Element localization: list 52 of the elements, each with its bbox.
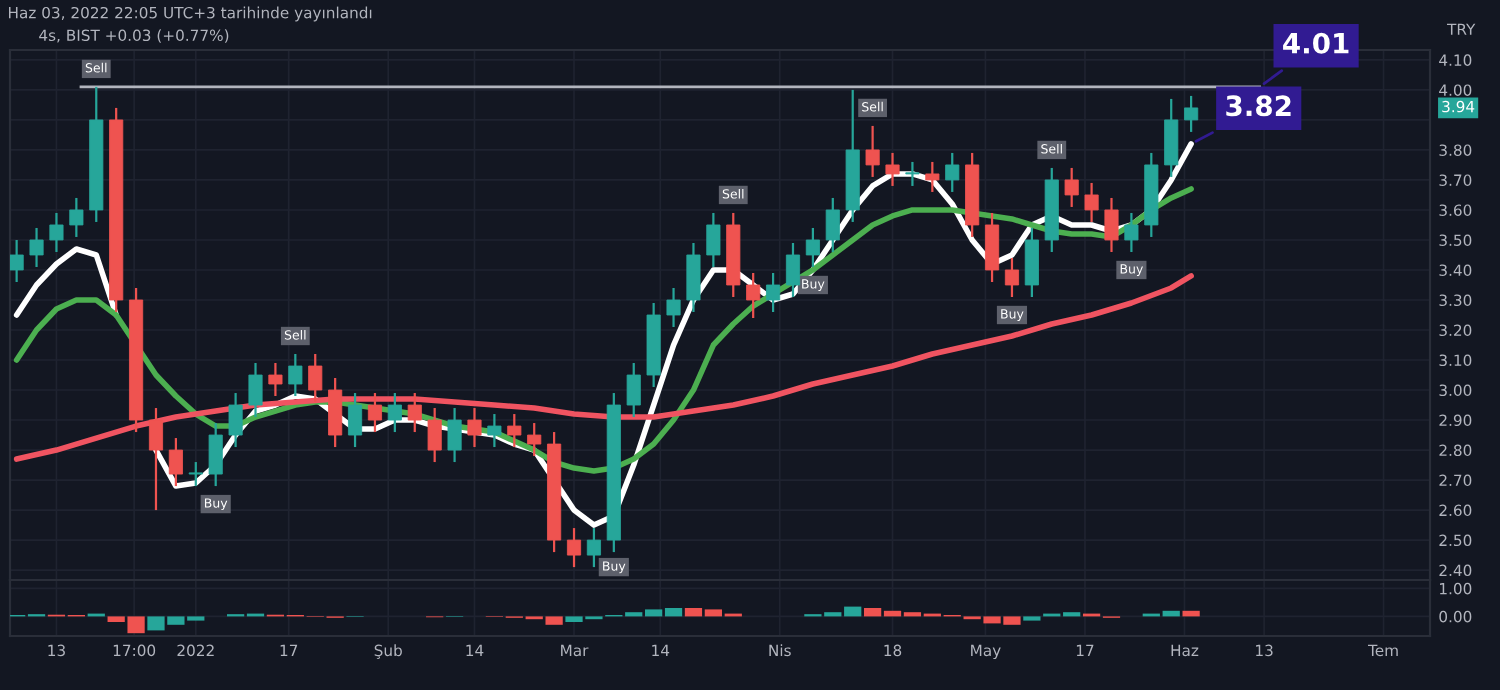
- candlestick: [467, 406, 482, 449]
- candlestick: [1164, 97, 1179, 179]
- candlestick: [427, 406, 442, 464]
- candlestick: [49, 211, 64, 254]
- candlestick: [925, 160, 940, 194]
- candlestick: [288, 352, 303, 398]
- candlestick: [1184, 94, 1199, 134]
- candlestick: [586, 526, 601, 569]
- candlestick: [407, 391, 422, 434]
- candlestick: [706, 211, 721, 269]
- candlestick: [248, 361, 263, 419]
- candlestick: [447, 406, 462, 464]
- candlestick: [885, 151, 900, 188]
- candlestick: [766, 271, 781, 314]
- candlestick: [387, 391, 402, 434]
- candlestick: [1024, 226, 1039, 299]
- candlestick: [69, 196, 84, 239]
- candlestick: [746, 271, 761, 320]
- candlestick: [1084, 181, 1099, 224]
- candlestick: [148, 406, 164, 512]
- candlestick: [805, 226, 820, 269]
- candlestick: [208, 421, 223, 488]
- candlestick: [367, 391, 383, 434]
- candlestick: [527, 421, 542, 458]
- annotation: 3.82: [1226, 95, 1291, 117]
- candlestick: [29, 226, 44, 269]
- candlestick: [347, 391, 363, 449]
- candlestick: [825, 196, 840, 254]
- candlestick: [1004, 256, 1020, 299]
- candlestick: [1104, 196, 1119, 254]
- candlestick: [666, 286, 681, 329]
- candlestick: [308, 352, 323, 404]
- candlestick: [905, 160, 920, 188]
- candlestick: [1064, 166, 1079, 209]
- candlestick: [328, 376, 343, 449]
- candlestick: [686, 241, 701, 314]
- candlestick: [865, 124, 880, 179]
- line-series: [13, 273, 1194, 462]
- ref-line-label: 4.01: [1283, 32, 1349, 54]
- candlestick: [945, 151, 960, 194]
- candlestick: [1124, 211, 1139, 254]
- candlestick: [268, 361, 283, 398]
- candlestick: [188, 460, 203, 488]
- candlestick: [566, 526, 582, 569]
- candlestick: [785, 241, 801, 299]
- candlestick: [507, 412, 522, 449]
- candlestick: [487, 412, 502, 449]
- candlestick: [228, 391, 243, 449]
- candlestick: [10, 238, 24, 284]
- candlestick: [168, 436, 183, 488]
- candlestick: [985, 211, 1000, 284]
- candlestick: [626, 361, 641, 419]
